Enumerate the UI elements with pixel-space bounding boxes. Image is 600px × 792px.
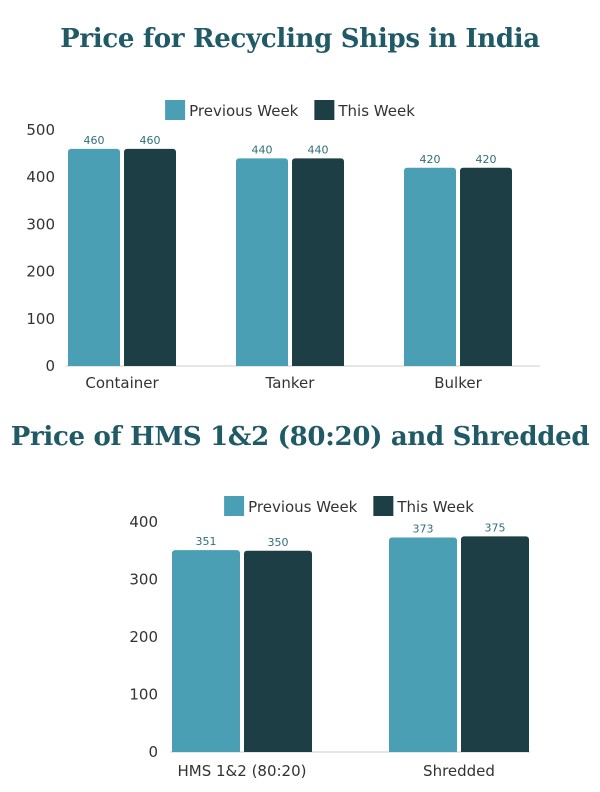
legend-item: This Week <box>373 496 474 516</box>
bar-base <box>461 748 529 752</box>
y-tick-label: 200 <box>129 628 158 646</box>
legend-label: This Week <box>337 102 415 120</box>
y-tick-label: 400 <box>26 168 55 186</box>
data-label: 460 <box>84 134 105 147</box>
legend-label: Previous Week <box>189 102 299 120</box>
y-tick-label: 100 <box>129 686 158 704</box>
bar <box>292 158 344 366</box>
y-tick-label: 300 <box>129 571 158 589</box>
legend-item: Previous Week <box>165 100 299 120</box>
data-label: 440 <box>308 143 329 156</box>
bar-base <box>404 362 456 366</box>
bar-base <box>244 748 312 752</box>
y-tick-label: 0 <box>148 743 158 761</box>
legend-label: Previous Week <box>248 498 358 516</box>
legend-label: This Week <box>396 498 474 516</box>
legend-swatch <box>165 100 186 120</box>
bar <box>461 536 529 752</box>
bar <box>460 167 512 366</box>
legend-swatch <box>373 496 394 516</box>
data-label: 460 <box>140 134 161 147</box>
bar-base <box>172 748 240 752</box>
bar <box>124 148 176 366</box>
bar-chart-recycling-ships: Previous Week This Week 0 100 200 300 400 500 46… <box>26 100 540 392</box>
bar-base <box>460 362 512 366</box>
data-label: 373 <box>413 523 434 536</box>
bar <box>68 148 120 366</box>
y-tick-label: 0 <box>45 357 55 375</box>
legend-item: Previous Week <box>224 496 358 516</box>
bar-base <box>292 362 344 366</box>
legend-swatch <box>224 496 245 516</box>
data-label: 351 <box>196 535 217 548</box>
bar-chart-hms-shredded: Previous Week This Week 0 100 200 300 400 351 35… <box>129 496 530 780</box>
y-tick-label: 400 <box>129 513 158 531</box>
bar-base <box>389 748 457 752</box>
legend-swatch <box>314 100 335 120</box>
data-label: 440 <box>252 143 273 156</box>
data-label: 375 <box>485 521 506 534</box>
y-tick-label: 200 <box>26 263 55 281</box>
bar <box>404 167 456 366</box>
y-tick-label: 100 <box>26 310 55 328</box>
chart-title: Price for Recycling Ships in India <box>60 24 540 54</box>
x-tick-label: Bulker <box>434 374 482 392</box>
data-label: 420 <box>420 153 441 166</box>
bar-base <box>124 362 176 366</box>
legend: Previous Week This Week <box>165 100 415 120</box>
y-tick-label: 500 <box>26 121 55 139</box>
bar-base <box>68 362 120 366</box>
y-tick-label: 300 <box>26 215 55 233</box>
x-tick-label: Shredded <box>423 762 495 780</box>
bar-base <box>236 362 288 366</box>
x-tick-label: HMS 1&2 (80:20) <box>178 762 307 780</box>
legend-item: This Week <box>314 100 415 120</box>
legend: Previous Week This Week <box>224 496 474 516</box>
bar <box>244 550 312 752</box>
bar <box>389 537 457 752</box>
x-tick-label: Container <box>85 374 159 392</box>
chart-title: Price of HMS 1&2 (80:20) and Shredded <box>10 422 590 452</box>
data-label: 350 <box>268 536 289 549</box>
bar <box>236 158 288 366</box>
x-tick-label: Tanker <box>265 374 316 392</box>
data-label: 420 <box>476 153 497 166</box>
bar <box>172 550 240 752</box>
